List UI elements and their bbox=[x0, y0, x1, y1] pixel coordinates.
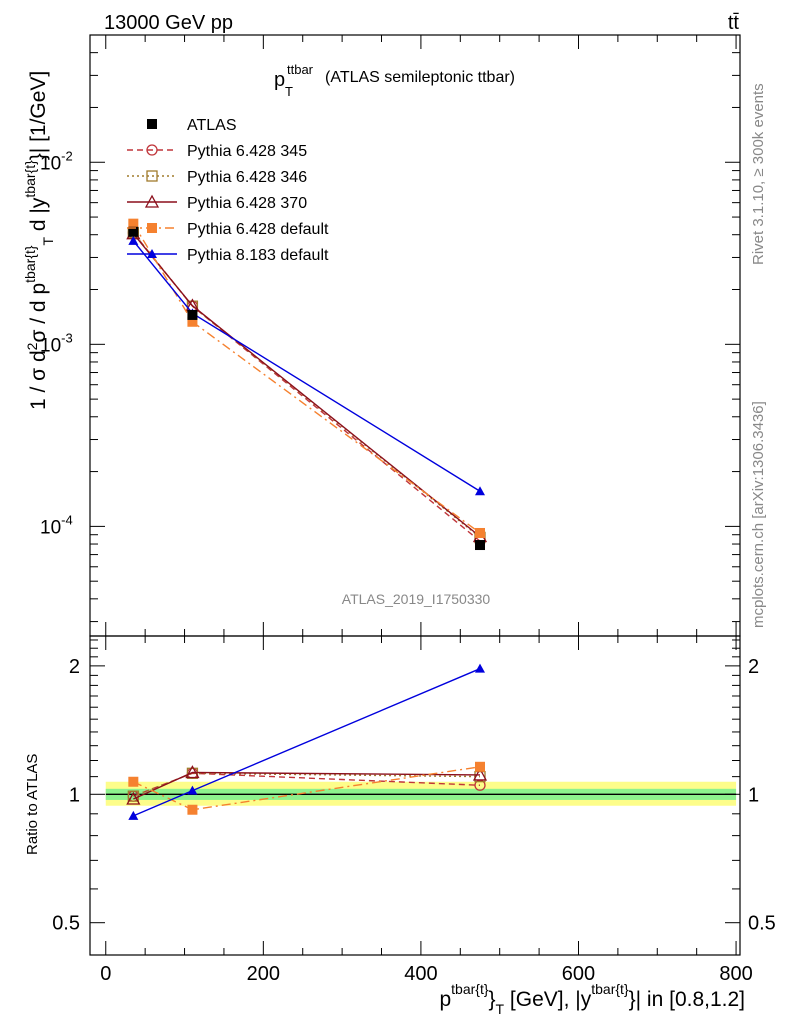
legend-label-p6def: Pythia 6.428 default bbox=[187, 221, 329, 238]
data-point-p8def bbox=[475, 486, 485, 496]
main-plot-panel: 10-2 10-3 10-4 bbox=[40, 34, 741, 637]
series-line-p346 bbox=[132, 232, 481, 538]
ratio-point-p346 bbox=[186, 767, 199, 779]
ratio-y-tick-label-right: 1 bbox=[748, 784, 759, 806]
series-line-p370 bbox=[132, 233, 481, 538]
x-axis-label: ptbar{t}}T [GeV], |ytbar{t}}| in [0.8,1.… bbox=[439, 981, 745, 1017]
process-label: tt̄ bbox=[728, 12, 740, 34]
legend-label-p345: Pythia 6.428 345 bbox=[187, 143, 307, 160]
ratio-point-p370 bbox=[472, 767, 488, 781]
ratio-ylabel: Ratio to ATLAS bbox=[24, 754, 41, 855]
ratio-point-p8def bbox=[187, 785, 198, 795]
title-subscript: T bbox=[285, 84, 293, 99]
data-point-p6def bbox=[187, 316, 198, 327]
x-tick-label: 200 bbox=[247, 963, 280, 985]
series-line-p6def bbox=[132, 223, 481, 534]
legend-label-p370: Pythia 6.428 370 bbox=[187, 195, 307, 212]
legend-marker-atlas bbox=[147, 119, 157, 129]
title-suffix: (ATLAS semileptonic ttbar) bbox=[325, 69, 515, 86]
rivet-label: Rivet 3.1.10, ≥ 300k events bbox=[750, 83, 767, 265]
main-y-tick-label: 10-4 bbox=[40, 512, 73, 538]
data-point-atlas bbox=[475, 540, 485, 551]
ratio-y-tick-label-right: 0.5 bbox=[748, 913, 776, 935]
ratio-point-p370 bbox=[185, 765, 200, 779]
legend-marker-p346 bbox=[146, 170, 158, 182]
ratio-point-p8def bbox=[475, 663, 485, 673]
data-point-p8def bbox=[128, 235, 139, 245]
data-point-p6def bbox=[475, 527, 485, 538]
ratio-point-p6def bbox=[128, 776, 139, 787]
legend-label-p346: Pythia 6.428 346 bbox=[187, 169, 307, 186]
data-point-atlas bbox=[128, 226, 139, 237]
analysis-watermark: ATLAS_2019_I1750330 bbox=[342, 591, 491, 607]
data-point-atlas bbox=[187, 309, 198, 320]
legend-marker-p345 bbox=[146, 144, 158, 156]
ratio-line-p346 bbox=[133, 772, 481, 797]
ratio-y-tick-label-left: 2 bbox=[69, 656, 80, 678]
main-y-tick-label: 10-2 bbox=[40, 148, 73, 174]
ratio-y-tick-label-left: 1 bbox=[69, 784, 80, 806]
ratio-line-p370 bbox=[133, 771, 481, 800]
ratio-point-p6def bbox=[187, 804, 198, 815]
main-title: p T ttbar (ATLAS semileptonic ttbar) bbox=[274, 62, 515, 99]
ratio-plot-panel: 0.5 0.5 1 1 2 2 0 200 400 600 800 bbox=[52, 635, 776, 985]
energy-label: 13000 GeV pp bbox=[104, 12, 233, 34]
ratio-point-p6def bbox=[475, 761, 485, 772]
mcplots-label: mcplots.cern.ch [arXiv:1306.3436] bbox=[750, 401, 767, 628]
x-tick-label: 600 bbox=[562, 963, 595, 985]
ratio-point-p370 bbox=[126, 791, 141, 805]
data-point-p6def bbox=[128, 218, 139, 229]
main-y-tick-label: 10-3 bbox=[40, 330, 73, 356]
ratio-y-tick-label-left: 0.5 bbox=[52, 913, 80, 935]
x-tick-label: 0 bbox=[100, 963, 111, 985]
x-tick-label: 800 bbox=[719, 963, 752, 985]
legend-label-p8def: Pythia 8.183 default bbox=[187, 247, 329, 264]
ratio-point-p8def bbox=[128, 810, 139, 820]
series-line-p8def bbox=[132, 240, 481, 492]
legend-marker-p370 bbox=[144, 194, 160, 208]
legend: ATLAS Pythia 6.428 345 Pythia 6.428 346 Pyt… bbox=[127, 117, 329, 264]
legend-marker-p8def bbox=[147, 249, 157, 258]
title-symbol: p bbox=[274, 69, 285, 91]
ratio-y-tick-label-right: 2 bbox=[748, 656, 759, 678]
title-superscript: ttbar bbox=[287, 62, 314, 77]
main-ylabel: 1 / σ d2σ / d ptbar{t}T d |ytbar{t}}| [1… bbox=[22, 71, 56, 410]
legend-marker-p6def bbox=[147, 223, 157, 233]
legend-label-atlas: ATLAS bbox=[187, 117, 237, 134]
ratio-frame bbox=[89, 635, 741, 956]
x-tick-label: 400 bbox=[404, 963, 437, 985]
